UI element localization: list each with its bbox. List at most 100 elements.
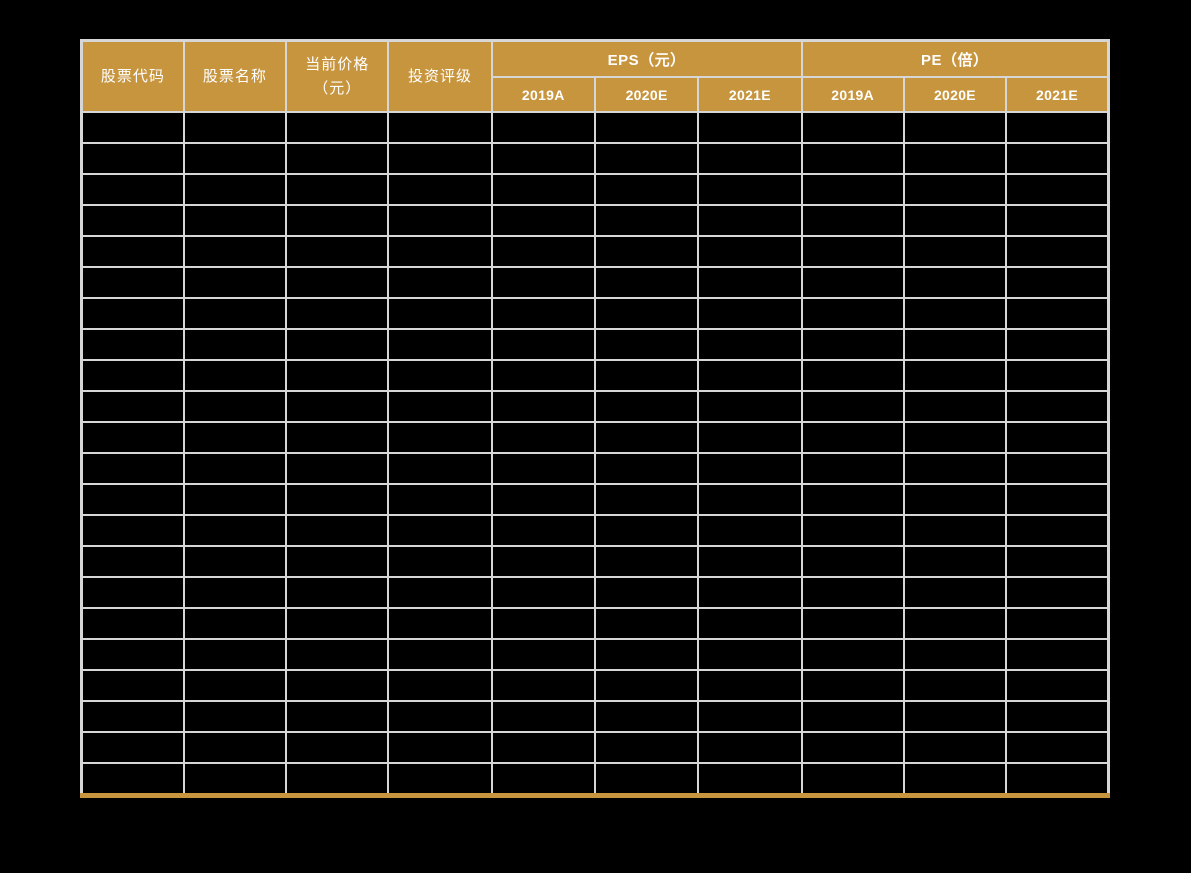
- table-cell[interactable]: [697, 452, 803, 485]
- table-cell[interactable]: [800, 111, 905, 144]
- table-cell[interactable]: [490, 669, 596, 702]
- table-cell[interactable]: [80, 638, 185, 671]
- table-cell[interactable]: [387, 669, 493, 702]
- table-row[interactable]: [80, 359, 1110, 392]
- table-cell[interactable]: [182, 576, 288, 609]
- table-cell[interactable]: [697, 576, 803, 609]
- table-cell[interactable]: [285, 514, 390, 547]
- table-cell[interactable]: [387, 297, 493, 330]
- table-cell[interactable]: [387, 266, 493, 299]
- table-cell[interactable]: [80, 266, 185, 299]
- table-cell[interactable]: [182, 111, 288, 144]
- table-cell[interactable]: [490, 700, 596, 733]
- table-row[interactable]: [80, 731, 1110, 764]
- table-cell[interactable]: [182, 607, 288, 640]
- table-cell[interactable]: [593, 452, 700, 485]
- table-cell[interactable]: [1005, 669, 1110, 702]
- table-row[interactable]: [80, 390, 1110, 423]
- column-group-header-eps[interactable]: EPS（元）: [490, 39, 803, 78]
- table-cell[interactable]: [697, 669, 803, 702]
- table-cell[interactable]: [902, 142, 1008, 175]
- table-cell[interactable]: [800, 700, 905, 733]
- table-cell[interactable]: [902, 669, 1008, 702]
- table-cell[interactable]: [285, 638, 390, 671]
- table-cell[interactable]: [387, 142, 493, 175]
- table-cell[interactable]: [80, 111, 185, 144]
- table-cell[interactable]: [697, 359, 803, 392]
- table-cell[interactable]: [593, 514, 700, 547]
- table-cell[interactable]: [285, 607, 390, 640]
- table-row[interactable]: [80, 514, 1110, 547]
- table-cell[interactable]: [593, 545, 700, 578]
- table-row[interactable]: [80, 700, 1110, 733]
- table-cell[interactable]: [697, 204, 803, 237]
- table-cell[interactable]: [285, 700, 390, 733]
- table-cell[interactable]: [1005, 700, 1110, 733]
- column-header-investment-rating[interactable]: 投资评级: [387, 39, 493, 113]
- table-cell[interactable]: [387, 731, 493, 764]
- table-cell[interactable]: [593, 204, 700, 237]
- table-cell[interactable]: [902, 483, 1008, 516]
- table-cell[interactable]: [182, 266, 288, 299]
- table-cell[interactable]: [697, 514, 803, 547]
- table-cell[interactable]: [490, 142, 596, 175]
- table-cell[interactable]: [285, 390, 390, 423]
- table-cell[interactable]: [80, 235, 185, 268]
- table-cell[interactable]: [593, 762, 700, 797]
- table-cell[interactable]: [80, 607, 185, 640]
- table-cell[interactable]: [902, 545, 1008, 578]
- table-cell[interactable]: [902, 111, 1008, 144]
- table-cell[interactable]: [593, 266, 700, 299]
- table-cell[interactable]: [1005, 359, 1110, 392]
- table-cell[interactable]: [80, 731, 185, 764]
- table-cell[interactable]: [1005, 452, 1110, 485]
- table-cell[interactable]: [490, 452, 596, 485]
- table-cell[interactable]: [80, 452, 185, 485]
- table-cell[interactable]: [1005, 173, 1110, 206]
- table-cell[interactable]: [80, 297, 185, 330]
- table-cell[interactable]: [697, 111, 803, 144]
- table-cell[interactable]: [593, 576, 700, 609]
- table-cell[interactable]: [1005, 204, 1110, 237]
- table-cell[interactable]: [182, 669, 288, 702]
- table-cell[interactable]: [387, 514, 493, 547]
- table-cell[interactable]: [697, 173, 803, 206]
- table-cell[interactable]: [697, 731, 803, 764]
- table-cell[interactable]: [593, 669, 700, 702]
- table-cell[interactable]: [490, 359, 596, 392]
- table-cell[interactable]: [697, 638, 803, 671]
- table-cell[interactable]: [697, 142, 803, 175]
- table-cell[interactable]: [285, 421, 390, 454]
- table-cell[interactable]: [387, 576, 493, 609]
- table-row[interactable]: [80, 545, 1110, 578]
- table-cell[interactable]: [80, 173, 185, 206]
- table-cell[interactable]: [285, 204, 390, 237]
- table-cell[interactable]: [182, 700, 288, 733]
- table-row[interactable]: [80, 607, 1110, 640]
- table-cell[interactable]: [80, 669, 185, 702]
- table-cell[interactable]: [182, 235, 288, 268]
- table-cell[interactable]: [697, 545, 803, 578]
- table-cell[interactable]: [490, 762, 596, 797]
- table-cell[interactable]: [902, 700, 1008, 733]
- table-cell[interactable]: [182, 514, 288, 547]
- table-cell[interactable]: [1005, 421, 1110, 454]
- table-cell[interactable]: [387, 328, 493, 361]
- table-row[interactable]: [80, 452, 1110, 485]
- table-cell[interactable]: [902, 204, 1008, 237]
- table-cell[interactable]: [490, 731, 596, 764]
- table-cell[interactable]: [697, 421, 803, 454]
- table-cell[interactable]: [800, 359, 905, 392]
- table-cell[interactable]: [800, 328, 905, 361]
- table-cell[interactable]: [490, 576, 596, 609]
- table-cell[interactable]: [1005, 607, 1110, 640]
- table-row[interactable]: [80, 142, 1110, 175]
- column-header-pe-2021e[interactable]: 2021E: [1005, 76, 1110, 113]
- table-cell[interactable]: [80, 421, 185, 454]
- table-cell[interactable]: [697, 390, 803, 423]
- column-header-eps-2020e[interactable]: 2020E: [593, 76, 700, 113]
- table-cell[interactable]: [800, 483, 905, 516]
- table-cell[interactable]: [387, 452, 493, 485]
- table-cell[interactable]: [80, 204, 185, 237]
- table-cell[interactable]: [800, 204, 905, 237]
